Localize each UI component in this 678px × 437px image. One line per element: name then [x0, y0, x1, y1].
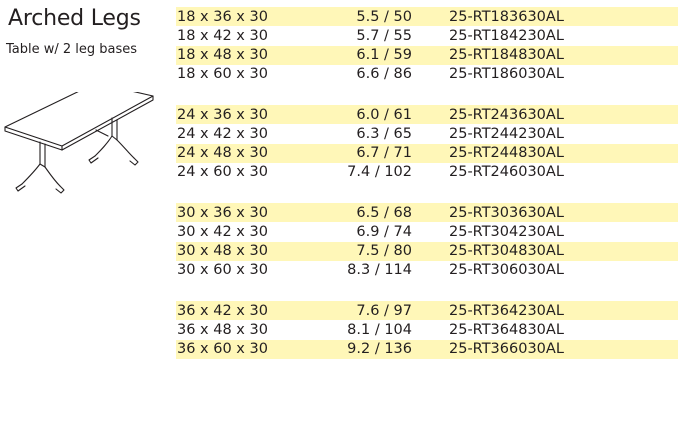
table-row: 30 x 60 x 30 8.3 / 114 25-RT306030AL — [176, 261, 678, 280]
weight-cell: 7.4 / 102 — [347, 164, 412, 181]
table-row: 30 x 42 x 30 6.9 / 74 25-RT304230AL — [176, 222, 678, 241]
model-number-cell: 25-RT244230AL — [449, 125, 564, 142]
table-row: 18 x 48 x 30 6.1 / 59 25-RT184830AL — [176, 45, 678, 65]
arched-leg-table-icon — [4, 92, 154, 194]
weight-cell: 7.5 / 80 — [356, 243, 412, 260]
table-row: 30 x 36 x 30 6.5 / 68 25-RT303630AL — [176, 203, 678, 223]
table-row: 18 x 60 x 30 6.6 / 86 25-RT186030AL — [176, 65, 678, 84]
model-number-cell: 25-RT366030AL — [449, 341, 564, 358]
weight-cell: 5.7 / 55 — [356, 27, 412, 44]
row-group: 18 x 36 x 30 5.5 / 50 25-RT183630AL 18 x 42… — [176, 7, 678, 84]
size-cell: 24 x 48 x 30 — [177, 145, 268, 162]
page-title: Arched Legs — [8, 6, 141, 31]
model-number-cell: 25-RT364230AL — [449, 302, 564, 319]
model-number-cell: 25-RT183630AL — [449, 8, 564, 25]
size-cell: 36 x 60 x 30 — [177, 341, 268, 358]
table-row: 18 x 36 x 30 5.5 / 50 25-RT183630AL — [176, 7, 678, 27]
model-number-cell: 25-RT244830AL — [449, 145, 564, 162]
size-cell: 18 x 48 x 30 — [177, 47, 268, 64]
weight-cell: 5.5 / 50 — [356, 8, 412, 25]
weight-cell: 6.7 / 71 — [356, 145, 412, 162]
weight-cell: 6.3 / 65 — [356, 125, 412, 142]
size-cell: 24 x 60 x 30 — [177, 164, 268, 181]
size-cell: 24 x 36 x 30 — [177, 106, 268, 123]
model-number-cell: 25-RT246030AL — [449, 164, 564, 181]
size-cell: 36 x 48 x 30 — [177, 321, 268, 338]
weight-cell: 8.1 / 104 — [347, 321, 412, 338]
model-number-cell: 25-RT304830AL — [449, 243, 564, 260]
table-row: 18 x 42 x 30 5.7 / 55 25-RT184230AL — [176, 26, 678, 45]
model-number-cell: 25-RT303630AL — [449, 204, 564, 221]
weight-cell: 6.9 / 74 — [356, 223, 412, 240]
size-cell: 30 x 60 x 30 — [177, 262, 268, 279]
size-cell: 36 x 42 x 30 — [177, 302, 268, 319]
row-group: 30 x 36 x 30 6.5 / 68 25-RT303630AL 30 x 42… — [176, 203, 678, 280]
weight-cell: 6.5 / 68 — [356, 204, 412, 221]
table-row: 24 x 36 x 30 6.0 / 61 25-RT243630AL — [176, 105, 678, 125]
weight-cell: 8.3 / 114 — [347, 262, 412, 279]
size-cell: 18 x 42 x 30 — [177, 27, 268, 44]
model-number-cell: 25-RT184830AL — [449, 47, 564, 64]
page-subtitle: Table w/ 2 leg bases — [6, 42, 138, 57]
model-number-cell: 25-RT184230AL — [449, 27, 564, 44]
model-number-cell: 25-RT306030AL — [449, 262, 564, 279]
size-cell: 18 x 36 x 30 — [177, 8, 268, 25]
model-table: 18 x 36 x 30 5.5 / 50 25-RT183630AL 18 x 42… — [176, 7, 678, 380]
table-row: 36 x 60 x 30 9.2 / 136 25-RT366030AL — [176, 339, 678, 359]
weight-cell: 6.1 / 59 — [356, 47, 412, 64]
size-cell: 18 x 60 x 30 — [177, 66, 268, 83]
weight-cell: 7.6 / 97 — [356, 302, 412, 319]
weight-cell: 9.2 / 136 — [347, 341, 412, 358]
table-row: 24 x 42 x 30 6.3 / 65 25-RT244230AL — [176, 124, 678, 143]
size-cell: 24 x 42 x 30 — [177, 125, 268, 142]
size-cell: 30 x 36 x 30 — [177, 204, 268, 221]
table-row: 24 x 48 x 30 6.7 / 71 25-RT244830AL — [176, 143, 678, 163]
row-group: 36 x 42 x 30 7.6 / 97 25-RT364230AL 36 x 48… — [176, 301, 678, 359]
table-row: 24 x 60 x 30 7.4 / 102 25-RT246030AL — [176, 163, 678, 182]
table-row: 36 x 42 x 30 7.6 / 97 25-RT364230AL — [176, 301, 678, 321]
model-number-cell: 25-RT243630AL — [449, 106, 564, 123]
table-row: 30 x 48 x 30 7.5 / 80 25-RT304830AL — [176, 241, 678, 261]
weight-cell: 6.0 / 61 — [356, 106, 412, 123]
size-cell: 30 x 42 x 30 — [177, 223, 268, 240]
row-group: 24 x 36 x 30 6.0 / 61 25-RT243630AL 24 x 42… — [176, 105, 678, 182]
model-number-cell: 25-RT304230AL — [449, 223, 564, 240]
size-cell: 30 x 48 x 30 — [177, 243, 268, 260]
model-number-cell: 25-RT186030AL — [449, 66, 564, 83]
model-number-cell: 25-RT364830AL — [449, 321, 564, 338]
table-row: 36 x 48 x 30 8.1 / 104 25-RT364830AL — [176, 320, 678, 339]
weight-cell: 6.6 / 86 — [356, 66, 412, 83]
